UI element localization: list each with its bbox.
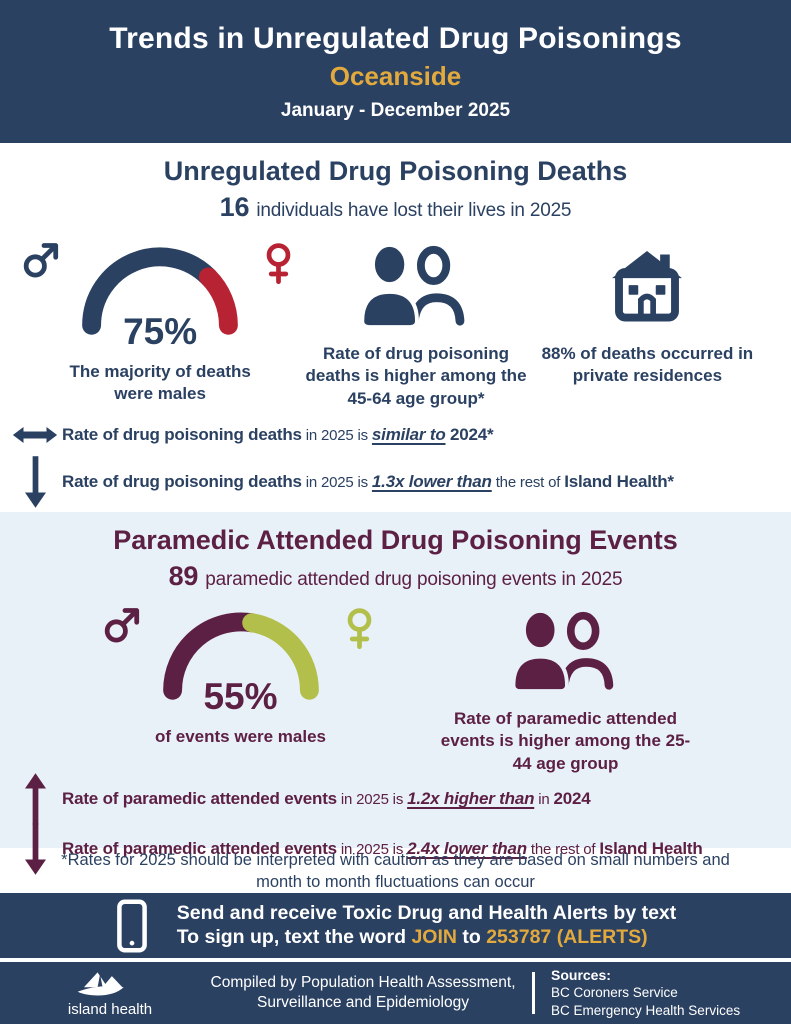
female-symbol-icon xyxy=(347,608,371,650)
deaths-age-stat: Rate of drug poisoning deaths is higher … xyxy=(302,237,529,410)
deaths-section: Unregulated Drug Poisoning Deaths 16 indi… xyxy=(0,143,791,512)
two-people-icon xyxy=(360,243,465,329)
down-arrow-icon xyxy=(8,456,62,509)
island-health-mountain-icon xyxy=(77,972,124,996)
deaths-comparison-island-health: Rate of drug poisoning deaths in 2025 is… xyxy=(8,454,791,510)
events-gauge-arc xyxy=(162,612,319,700)
events-count-text: paramedic attended drug poisoning events… xyxy=(205,569,623,590)
events-age-icon-zone xyxy=(510,602,622,700)
deaths-gauge-caption: The majority of deaths were males xyxy=(69,362,251,404)
deaths-residence-caption: 88% of deaths occurred in private reside… xyxy=(541,344,754,386)
island-health-wordmark: island health xyxy=(67,1001,153,1018)
mobile-phone-icon xyxy=(116,898,147,953)
report-period: January - December 2025 xyxy=(280,99,511,121)
sources-block: Sources: BC Coroners Service BC Emergenc… xyxy=(551,966,765,1020)
events-gauge: 55% xyxy=(101,602,381,718)
alert-line-2: To sign up, text the word JOIN to 253787… xyxy=(176,926,648,948)
deaths-comparison-island-health-text: Rate of drug poisoning deaths in 2025 is… xyxy=(62,472,674,492)
deaths-comparison-2024: Rate of drug poisoning deaths in 2025 is… xyxy=(8,416,791,454)
deaths-residence-icon-zone xyxy=(605,237,689,335)
left-right-arrow-icon xyxy=(8,423,62,447)
deaths-stats-row: 75% The majority of deaths were males Ra… xyxy=(0,223,791,410)
deaths-count-text: individuals have lost their lives in 202… xyxy=(256,200,572,221)
source-emergency: BC Emergency Health Services xyxy=(551,1003,741,1019)
banner-footer-divider xyxy=(0,958,791,962)
region-title: Oceanside xyxy=(329,60,462,91)
events-comparison-2024-text: Rate of paramedic attended events in 202… xyxy=(62,789,591,809)
deaths-sex-stat: 75% The majority of deaths were males xyxy=(18,237,302,406)
events-section: Paramedic Attended Drug Poisoning Events… xyxy=(0,512,791,876)
house-icon xyxy=(612,251,683,322)
alert-line-1: Send and receive Toxic Drug and Health A… xyxy=(176,902,677,924)
deaths-gauge-arc xyxy=(82,247,238,335)
events-comparison-island-health: Rate of paramedic attended events in 202… xyxy=(8,821,791,877)
events-age-stat: Rate of paramedic attended events is hig… xyxy=(441,602,691,775)
events-count: 89 xyxy=(168,561,199,591)
caution-footnote: *Rates for 2025 should be interpreted wi… xyxy=(61,850,730,891)
compiled-line-1: Compiled by Population Health Assessment… xyxy=(210,973,516,991)
sources-label: Sources: xyxy=(551,966,611,983)
two-people-icon xyxy=(511,609,613,693)
events-comparison-2024: Rate of paramedic attended events in 202… xyxy=(8,773,791,826)
events-gauge-caption: of events were males xyxy=(154,727,327,746)
events-sex-stat: 55% of events were males xyxy=(101,602,381,748)
male-symbol-icon xyxy=(23,243,59,278)
footer-vertical-divider xyxy=(532,972,535,1014)
events-gauge-value: 55% xyxy=(203,676,278,717)
events-section-title: Paramedic Attended Drug Poisoning Events xyxy=(113,525,678,555)
deaths-gauge-value: 75% xyxy=(123,311,198,352)
deaths-comparison-2024-text: Rate of drug poisoning deaths in 2025 is… xyxy=(62,425,494,445)
female-symbol-icon xyxy=(266,243,291,285)
header-banner: Trends in Unregulated Drug Poisonings Oc… xyxy=(0,0,791,143)
up-arrow-icon xyxy=(8,773,62,826)
events-age-caption: Rate of paramedic attended events is hig… xyxy=(440,709,691,773)
deaths-gauge: 75% xyxy=(20,237,300,353)
deaths-count: 16 xyxy=(219,192,250,222)
page-title: Trends in Unregulated Drug Poisonings xyxy=(109,21,682,55)
source-coroners: BC Coroners Service xyxy=(551,985,678,1001)
events-count-line: 89 paramedic attended drug poisoning even… xyxy=(0,561,791,592)
deaths-residence-stat: 88% of deaths occurred in private reside… xyxy=(530,237,765,388)
deaths-section-title: Unregulated Drug Poisoning Deaths xyxy=(163,156,628,186)
down-arrow-icon xyxy=(8,823,62,876)
events-comparison-island-health-text: Rate of paramedic attended events in 202… xyxy=(62,839,703,859)
deaths-age-caption: Rate of drug poisoning deaths is higher … xyxy=(305,344,527,408)
island-health-logo: island health xyxy=(26,968,194,1018)
footer: island health Compiled by Population Hea… xyxy=(0,962,791,1024)
events-stats-row: 55% of events were males Rate of paramed… xyxy=(0,592,791,775)
male-symbol-icon xyxy=(104,608,139,643)
deaths-count-line: 16 individuals have lost their lives in 2… xyxy=(0,192,791,223)
compiled-line-2: Surveillance and Epidemiology xyxy=(257,994,469,1011)
text-alerts-banner: Send and receive Toxic Drug and Health A… xyxy=(0,893,791,958)
deaths-age-icon-zone xyxy=(358,237,474,335)
compiled-by-text: Compiled by Population Health Assessment… xyxy=(210,973,516,1013)
alert-text-block: Send and receive Toxic Drug and Health A… xyxy=(177,901,677,950)
